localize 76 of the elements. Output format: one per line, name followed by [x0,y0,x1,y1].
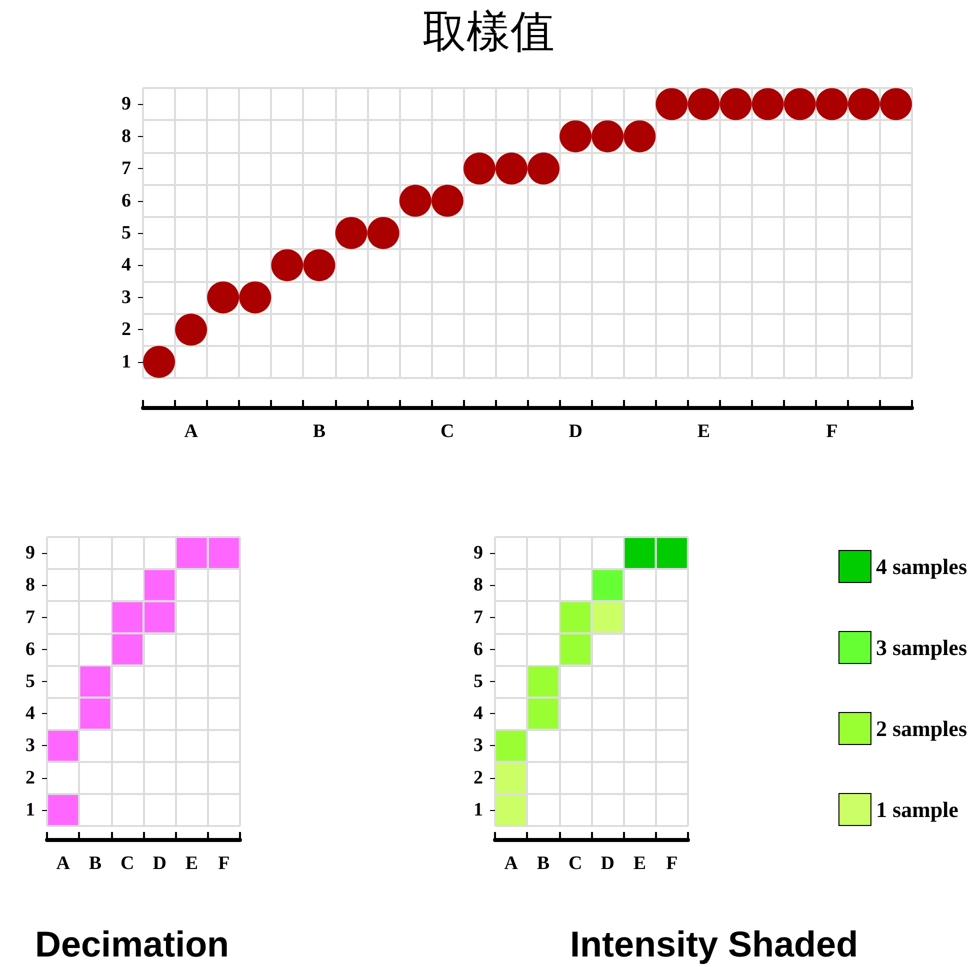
legend-label: 2 samples [876,716,968,741]
x-tick-label: A [184,421,198,442]
y-tick-label: 5 [474,671,483,692]
legend-label: 4 samples [876,554,968,579]
y-tick-label: 7 [122,158,132,180]
y-tick-label: 5 [26,671,35,692]
x-tick-label: D [600,853,614,874]
x-tick-label: C [120,853,134,874]
y-tick-label: 6 [122,190,131,212]
y-tick-label: 3 [122,286,131,308]
y-tick-label: 3 [26,735,35,756]
point [463,152,496,185]
point [303,249,336,282]
text: Intensity Shaded [570,924,858,964]
x-tick-label: F [666,853,678,874]
y-tick-label: 6 [26,638,35,660]
y-tick-label: 7 [26,606,36,628]
point [880,88,912,120]
y-tick-label: 9 [26,542,35,564]
x-tick-label: B [312,421,326,442]
y-tick-label: 4 [26,703,36,724]
point [816,88,848,120]
x-tick-label: C [568,853,582,874]
y-tick-label: 7 [474,606,484,628]
x-tick-label: B [536,853,550,874]
point [367,217,400,249]
point [848,88,880,120]
point [399,184,432,217]
point [335,217,368,249]
point [528,152,560,185]
y-tick-label: 8 [26,574,35,596]
point [143,346,176,378]
y-tick-label: 4 [122,254,132,276]
x-tick-label: D [568,421,582,442]
point [656,88,688,120]
point [624,120,656,152]
x-tick-label: D [152,853,166,874]
y-tick-label: 4 [474,703,484,724]
text: Decimation [35,924,230,964]
point [560,120,592,152]
y-tick-label: 2 [26,767,35,788]
point [784,88,816,120]
y-tick-label: 8 [474,574,483,596]
y-tick-label: 6 [474,638,483,660]
y-tick-label: 3 [474,735,483,756]
x-tick-label: A [504,853,518,874]
x-tick-label: C [440,421,454,442]
point [207,281,240,314]
legend-label: 3 samples [876,635,968,660]
point [752,88,784,120]
x-tick-label: F [826,421,838,442]
x-tick-label: F [218,853,230,874]
y-tick-label: 2 [474,767,483,788]
point [175,314,208,346]
y-tick-label: 2 [122,319,131,340]
point [688,88,720,120]
x-tick-label: B [88,853,102,874]
y-tick-label: 5 [122,222,131,244]
point [239,281,272,314]
chart-title: 取樣值 [422,8,554,56]
y-tick-label: 1 [474,799,483,820]
x-tick-label: E [185,853,198,874]
y-tick-label: 1 [122,351,131,372]
point [720,88,752,120]
legend-label: 1 sample [876,797,959,822]
point [431,184,464,217]
x-tick-label: E [633,853,646,874]
x-tick-label: A [56,853,70,874]
point [271,249,304,282]
y-tick-label: 9 [474,542,483,564]
point [496,152,528,185]
y-tick-label: 1 [26,799,35,820]
y-tick-label: 8 [122,126,131,147]
point [592,120,624,152]
y-tick-label: 9 [122,94,131,115]
x-tick-label: E [697,421,710,442]
